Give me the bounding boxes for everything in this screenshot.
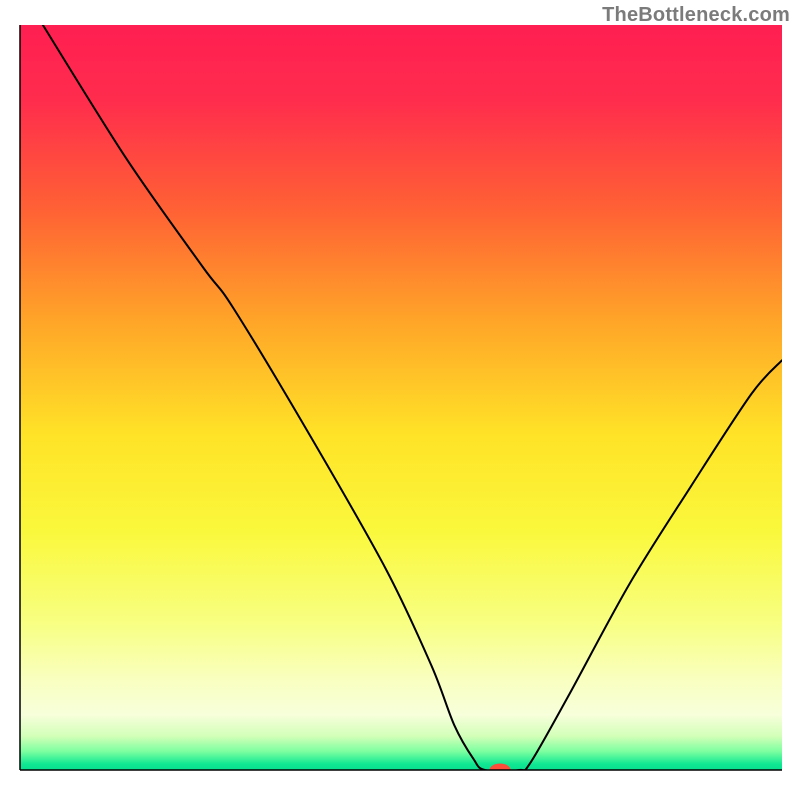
watermark-text: TheBottleneck.com	[602, 4, 790, 27]
plot-area	[20, 25, 782, 776]
gradient-background	[20, 25, 782, 770]
chart-container: TheBottleneck.com	[0, 0, 800, 800]
bottleneck-chart	[0, 0, 800, 800]
